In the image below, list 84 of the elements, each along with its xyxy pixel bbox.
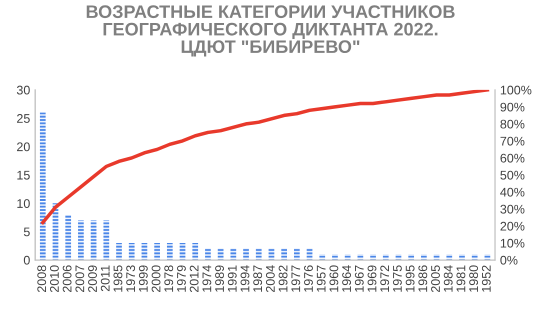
x-tick-label: 1989 <box>215 265 224 292</box>
y2-tick-label: 40% <box>500 188 524 197</box>
bar <box>128 242 135 260</box>
chart-title: ВОЗРАСТНЫЕ КАТЕГОРИИ УЧАСТНИКОВ ГЕОГРАФИЧЕСКОГО ДИКТАНТА 2022. ЦДЮТ "БИБИРЕВО" <box>86 5 455 56</box>
bar <box>154 242 160 260</box>
x-tick-label: 1957 <box>316 265 326 292</box>
x-tick-label: 1976 <box>304 265 313 292</box>
x-tick-label: 2004 <box>266 265 275 292</box>
x-tick-label: 1975 <box>392 265 402 292</box>
y-tick-label: 5 <box>24 228 30 236</box>
y2-tick-label: 30% <box>500 204 524 214</box>
x-tick-label: 2011 <box>100 265 110 292</box>
y2-tick-label: 20% <box>500 222 524 231</box>
bar <box>396 254 402 260</box>
bar <box>78 220 84 260</box>
x-tick-label: 1987 <box>253 265 262 292</box>
bar <box>142 242 148 260</box>
x-tick-label: 2000 <box>152 265 160 292</box>
x-tick-label: 1991 <box>228 265 237 292</box>
x-tick-label: 1964 <box>342 265 352 292</box>
bar <box>434 254 440 260</box>
x-tick-label: 1974 <box>202 265 212 292</box>
x-tick-label: 2007 <box>75 265 84 292</box>
bar <box>103 220 110 260</box>
x-tick-label: 2006 <box>62 265 72 292</box>
y-tick-label: 20 <box>17 142 30 152</box>
y2-tick-label: 10% <box>500 238 524 248</box>
bar <box>218 248 224 260</box>
bar <box>459 254 465 260</box>
x-tick-label: 2010 <box>50 265 59 292</box>
x-tick-label: 1984 <box>444 265 453 292</box>
x-tick-label: 1960 <box>329 265 338 292</box>
x-tick-label: 1985 <box>114 265 122 292</box>
bar <box>294 248 300 260</box>
x-tick-label: 1979 <box>177 265 186 292</box>
x-tick-label: 2009 <box>88 265 97 292</box>
bar <box>230 248 236 260</box>
line-series <box>41 90 490 224</box>
y2-tick-label: 50% <box>500 170 524 180</box>
y2-tick-label: 0% <box>500 256 518 265</box>
x-tick-label: 2005 <box>431 265 440 292</box>
bar <box>90 220 96 260</box>
x-tick-label: 2008 <box>37 265 46 292</box>
bar <box>205 248 211 260</box>
y2-tick-label: 80% <box>500 120 524 129</box>
x-tick-label: 1980 <box>469 265 478 292</box>
bar <box>281 248 288 260</box>
x-tick-label: 1994 <box>240 265 250 292</box>
bar <box>166 242 173 260</box>
x-tick-label: 1982 <box>278 265 288 292</box>
x-tick-label: 1952 <box>482 265 491 292</box>
bar <box>65 214 72 260</box>
x-tick-label: 1986 <box>418 265 428 292</box>
x-tick-label: 1995 <box>406 265 415 292</box>
x-tick-label: 1972 <box>380 265 390 292</box>
y2-tick-label: 90% <box>500 102 524 112</box>
bar <box>243 248 249 260</box>
x-tick-label: 1973 <box>126 265 136 292</box>
y2-tick-label: 70% <box>500 136 524 146</box>
x-tick-label: 1969 <box>368 265 376 292</box>
x-tick-label: 1978 <box>164 265 174 292</box>
bar <box>332 254 338 260</box>
x-tick-label: 1977 <box>291 265 300 292</box>
bar <box>268 248 274 260</box>
bar <box>116 242 122 260</box>
bar <box>256 248 262 260</box>
bar <box>180 242 186 260</box>
x-tick-label: 2012 <box>190 265 199 292</box>
y-tick-label: 30 <box>16 86 30 95</box>
y-tick-label: 15 <box>17 170 30 180</box>
bar <box>370 254 376 260</box>
x-tick-label: 1967 <box>354 265 364 292</box>
bar <box>192 242 198 260</box>
bar <box>306 248 312 260</box>
bar <box>40 112 46 260</box>
bar <box>484 254 490 260</box>
y-tick-label: 10 <box>17 199 30 208</box>
bar <box>52 203 58 260</box>
y-tick-label: 0 <box>24 256 30 265</box>
x-tick-label: 1981 <box>456 265 466 292</box>
y2-tick-label: 60% <box>500 154 524 163</box>
y2-tick-label: 100% <box>500 86 532 95</box>
x-tick-label: 1999 <box>138 265 148 292</box>
y-tick-label: 25 <box>17 114 30 123</box>
